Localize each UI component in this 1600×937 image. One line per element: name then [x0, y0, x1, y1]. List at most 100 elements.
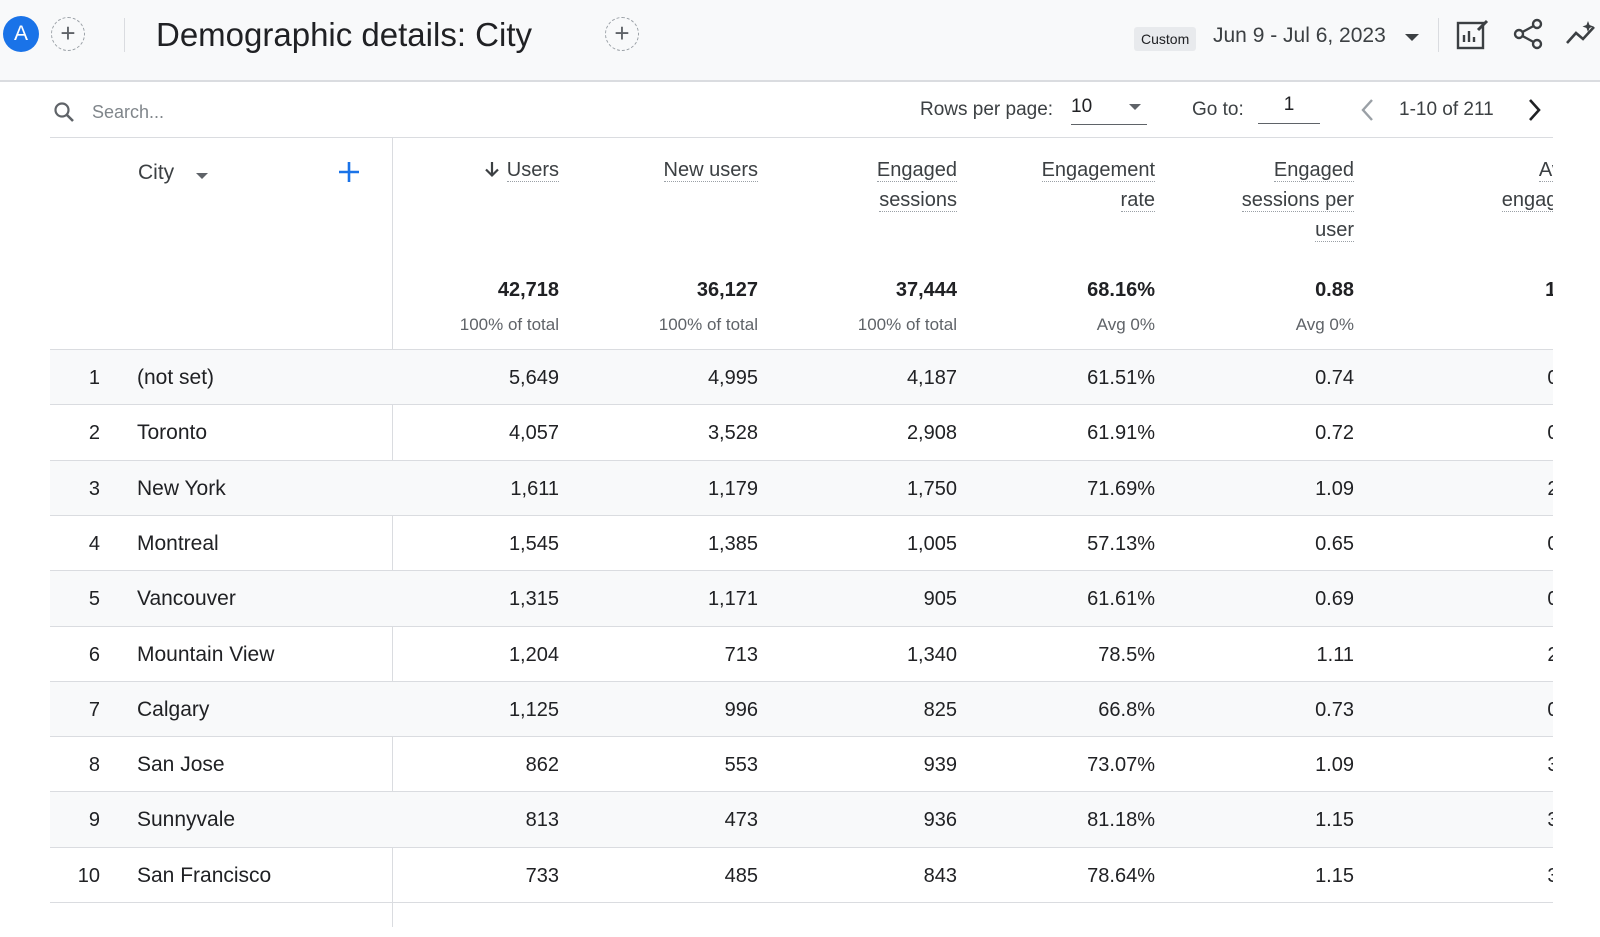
date-preset-chip[interactable]: Custom [1134, 27, 1197, 51]
table-row[interactable]: 5 Vancouver 1,315 1,171 905 61.61% 0.69 0m 44s [50, 570, 1553, 626]
row-index: 5 [88, 588, 100, 610]
metric-total-share: Avg 0% [1096, 315, 1155, 334]
metric-header-engaged-sessions[interactable]: Engaged sessions [767, 155, 957, 215]
row-city: Vancouver [137, 587, 236, 610]
row-metric-value: 905 [923, 588, 957, 610]
row-metric-value: 61.91% [1087, 422, 1155, 444]
row-metric-value: 3m 05s [1547, 809, 1553, 831]
row-metric-value: 3,528 [707, 422, 758, 444]
metric-header-new-users[interactable]: New users [568, 155, 758, 185]
row-metric-value: 81.18% [1087, 809, 1155, 831]
row-city: Calgary [137, 698, 210, 721]
row-city: (not set) [137, 366, 215, 389]
metric-header-label: New users [663, 159, 758, 182]
row-city: Mountain View [137, 643, 275, 666]
search-input[interactable] [90, 96, 394, 128]
row-index: 10 [77, 865, 100, 887]
row-metric-value: 553 [724, 754, 758, 776]
row-city: Toronto [137, 421, 208, 444]
row-metric-value: 1.09 [1315, 754, 1354, 776]
table-row[interactable]: 8 San Jose 862 553 939 73.07% 1.09 3m 02s [50, 736, 1553, 792]
metric-total-share: Avg 0% [1423, 315, 1553, 335]
metric-header-engaged-sessions-per-user[interactable]: Engaged sessions per user [1164, 155, 1354, 245]
table-row[interactable]: 1 (not set) 5,649 4,995 4,187 61.51% 0.74 0m 50… [50, 349, 1553, 405]
table-row[interactable]: 2 Toronto 4,057 3,528 2,908 61.91% 0.72 0m 45s [50, 404, 1553, 460]
row-metric-value: 71.69% [1087, 478, 1155, 500]
sort-descending-icon[interactable] [483, 160, 501, 178]
account-avatar[interactable]: A [3, 16, 39, 52]
row-metric-value: 0m 47s [1547, 699, 1553, 721]
date-range-picker[interactable]: Jun 9 - Jul 6, 2023 [1213, 24, 1386, 47]
row-index: 8 [88, 754, 100, 776]
row-metric-value: 0.72 [1315, 422, 1354, 444]
row-metric-value: 0.65 [1315, 533, 1354, 555]
customize-report-icon[interactable] [1454, 16, 1490, 52]
row-metric-value: 73.07% [1087, 754, 1155, 776]
metric-total: 68.16% [1087, 279, 1155, 301]
row-metric-value: 813 [525, 809, 559, 831]
go-to-page-input[interactable] [1258, 92, 1320, 124]
metric-header-engagement-rate[interactable]: Engagement rate [965, 155, 1155, 215]
metric-total: 0.88 [1315, 279, 1354, 301]
table-row[interactable]: 7 Calgary 1,125 996 825 66.8% 0.73 0m 47s [50, 681, 1553, 737]
add-filter-icon[interactable]: + [605, 17, 639, 51]
rows-per-page-value: 10 [1071, 96, 1093, 117]
metric-header-label: Users [506, 159, 559, 182]
metric-total: 37,444 [895, 279, 957, 301]
metric-header-users[interactable]: Users [369, 155, 559, 185]
row-metric-value: 2m 35s [1547, 644, 1553, 666]
add-comparison-icon[interactable]: + [51, 17, 85, 51]
rows-per-page-select[interactable]: 10 [1071, 92, 1147, 125]
metric-header-label: Engagement [1041, 159, 1155, 182]
row-metric-value: 1.15 [1315, 809, 1354, 831]
metric-header-average-engagement-time[interactable]: Averageengagementtime [1423, 155, 1553, 245]
metric-header-label: engagement [1501, 189, 1553, 212]
metric-total: 42,718 [497, 279, 559, 301]
rows-per-page-label: Rows per page: [920, 99, 1054, 120]
row-metric-value: 1,750 [906, 478, 957, 500]
metric-header-label: sessions per [1241, 189, 1354, 212]
row-metric-value: 3m 02s [1547, 754, 1553, 776]
row-metric-value: 843 [923, 865, 957, 887]
add-dimension-icon[interactable] [336, 159, 362, 185]
row-metric-value: 2,908 [906, 422, 957, 444]
metric-total-share: Avg 0% [1295, 315, 1354, 334]
table-row[interactable]: 3 New York 1,611 1,179 1,750 71.69% 1.09 2m 30s [50, 460, 1553, 516]
row-metric-value: 4,995 [707, 367, 758, 389]
row-metric-value: 1.09 [1315, 478, 1354, 500]
dimension-header-city[interactable]: City [138, 161, 175, 184]
chevron-down-icon[interactable] [1405, 34, 1419, 41]
chevron-left-icon[interactable] [1356, 96, 1380, 124]
row-metric-value: 1.15 [1315, 865, 1354, 887]
row-metric-value: 0.74 [1315, 367, 1354, 389]
row-city: San Francisco [137, 864, 272, 887]
row-metric-value: 0.73 [1315, 699, 1354, 721]
chevron-down-icon[interactable] [196, 173, 208, 179]
row-city: Sunnyvale [137, 808, 236, 831]
table-row[interactable]: 4 Montreal 1,545 1,385 1,005 57.13% 0.65 0m 38s [50, 515, 1553, 571]
row-city: New York [137, 477, 226, 500]
row-index: 7 [88, 699, 100, 721]
metric-total-share: 100% of total [658, 315, 758, 334]
metric-header-label: Average [1538, 159, 1553, 182]
row-metric-value: 57.13% [1087, 533, 1155, 555]
table-row[interactable]: 10 San Francisco 733 485 843 78.64% 1.15 3m 01s [50, 847, 1553, 903]
dimension-column-divider [392, 137, 393, 927]
row-city: San Jose [137, 753, 225, 776]
chevron-right-icon[interactable] [1522, 96, 1546, 124]
row-index: 6 [88, 644, 100, 666]
metric-header-label: rate [1120, 189, 1155, 212]
search-icon [54, 102, 74, 122]
insights-icon[interactable] [1564, 16, 1600, 52]
row-metric-value: 996 [724, 699, 758, 721]
table-row[interactable]: 6 Mountain View 1,204 713 1,340 78.5% 1.11 2m 3… [50, 626, 1553, 682]
row-index: 9 [88, 809, 100, 831]
go-to-label: Go to: [1192, 99, 1244, 120]
table-row[interactable]: 9 Sunnyvale 813 473 936 81.18% 1.15 3m 05s [50, 791, 1553, 847]
share-icon[interactable] [1510, 16, 1546, 52]
row-metric-value: 862 [525, 754, 559, 776]
metric-header-label: Engaged [1273, 159, 1354, 182]
row-metric-value: 1,125 [508, 699, 559, 721]
row-metric-value: 1,179 [707, 478, 758, 500]
row-metric-value: 1,204 [508, 644, 559, 666]
